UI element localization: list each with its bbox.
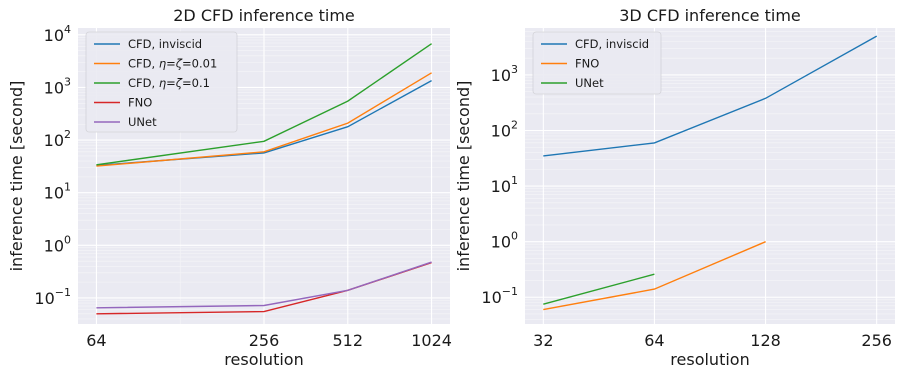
legend-box: [532, 31, 662, 95]
y-tick-label: 103: [491, 63, 518, 85]
series-line-3: [543, 273, 655, 305]
x-tick-label: 32: [533, 331, 553, 350]
legend-box: [85, 31, 238, 133]
series-line-5: [96, 261, 432, 309]
y-tick-label: 10−1: [34, 286, 71, 308]
legend-entry: FNO: [128, 96, 152, 110]
x-tick-label: 64: [86, 331, 106, 350]
legend-entry: FNO: [575, 57, 599, 71]
y-axis-label: inference time [second]: [454, 81, 473, 272]
y-tick-label: 102: [491, 119, 518, 141]
legend-entry: CFD, inviscid: [128, 37, 202, 51]
legend-entry: UNet: [128, 115, 157, 129]
series-line-3: [96, 43, 432, 166]
y-tick-label: 100: [491, 230, 518, 252]
x-axis-label: resolution: [670, 350, 749, 369]
legend: CFD, inviscid FNO UNet: [532, 31, 662, 95]
legend-entry: CFD, inviscid: [575, 37, 649, 51]
x-tick-label: 128: [750, 331, 781, 350]
x-axis-label: resolution: [224, 350, 303, 369]
x-tick-label: 256: [249, 331, 280, 350]
chart-title: 3D CFD inference time: [619, 6, 801, 25]
y-tick-label: 101: [491, 174, 518, 196]
x-tick-label: 256: [861, 331, 892, 350]
legend-entry: UNet: [575, 76, 604, 90]
y-tick-label: 10−1: [481, 285, 518, 307]
series-line-2: [543, 241, 766, 311]
y-axis-label: inference time [second]: [7, 81, 26, 272]
x-tick-label: 1024: [411, 331, 452, 350]
y-tick-label: 104: [44, 23, 71, 45]
y-tick-label: 103: [44, 75, 71, 97]
y-tick-label: 102: [44, 128, 71, 150]
y-tick-label: 101: [44, 181, 71, 203]
x-tick-label: 512: [333, 331, 364, 350]
x-tick-label: 64: [644, 331, 664, 350]
legend-entry: CFD, η=ζ=0.01: [128, 57, 217, 71]
series-line-1: [543, 35, 878, 157]
series-line-2: [96, 72, 432, 167]
y-tick-label: 100: [44, 233, 71, 255]
chart-1: 10−1 100 101 102 103 104 64 256 512 1024 2D CFD in…: [7, 6, 452, 369]
legend: CFD, inviscid CFD, η=ζ=0.01 CFD, η=ζ=0.1 FN…: [85, 31, 238, 133]
chart-2: 10−1 100 101 102 103 32 64 128 256 3D CFD inferen…: [454, 6, 895, 369]
chart-title: 2D CFD inference time: [173, 6, 355, 25]
legend-entry: CFD, η=ζ=0.1: [128, 76, 210, 90]
